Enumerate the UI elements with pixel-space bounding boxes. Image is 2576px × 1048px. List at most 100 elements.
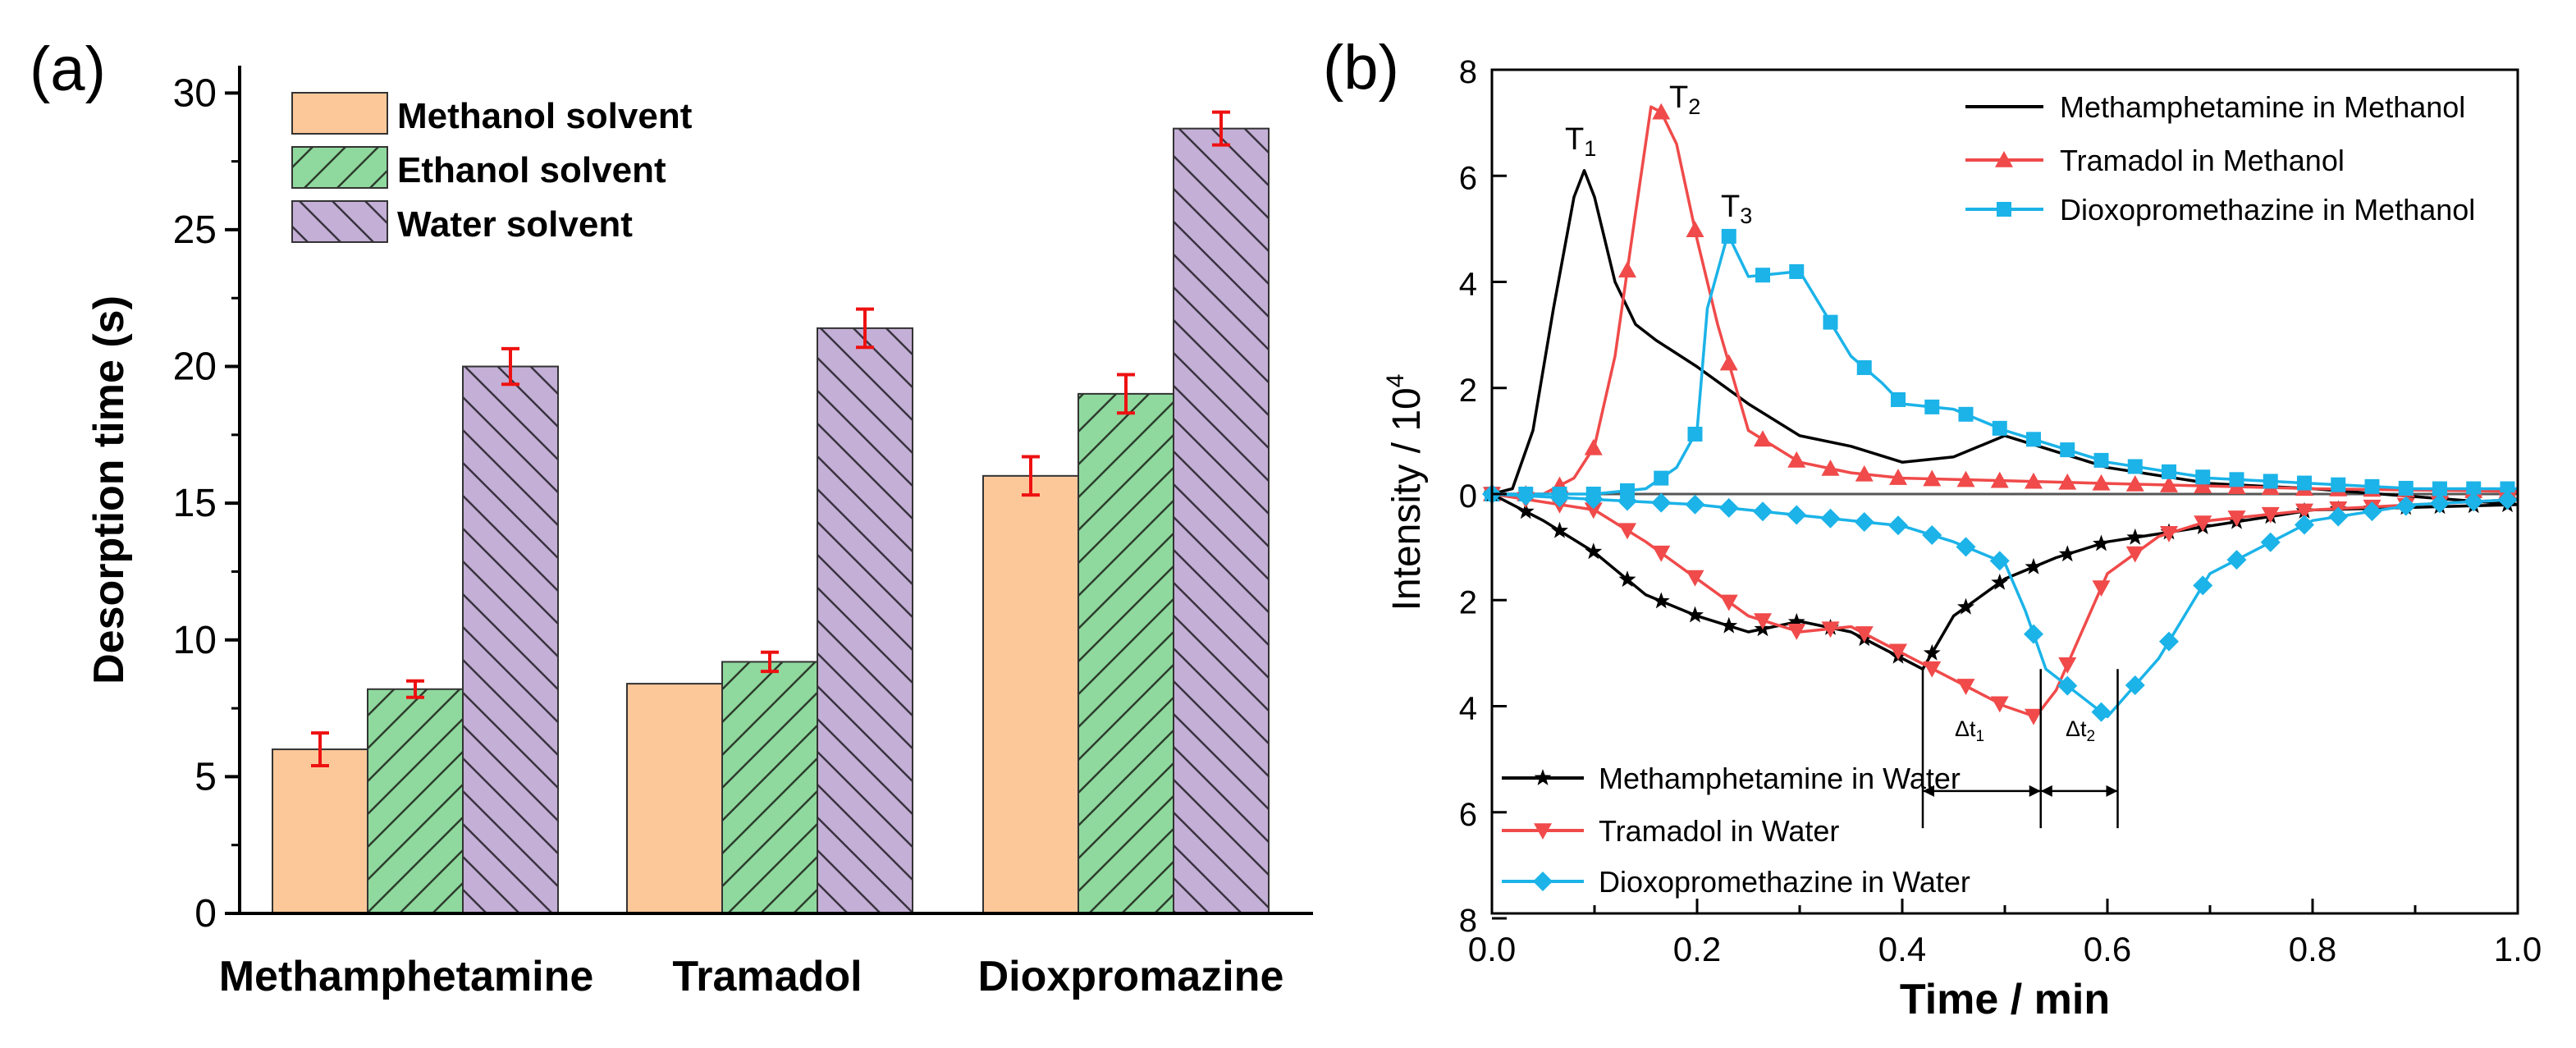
series-line (1491, 492, 2519, 719)
marker-triangle-up (1787, 451, 1806, 468)
panel-b-x-axis-title: Time / min (1900, 976, 2110, 1023)
legend-label: Dioxopromethazine in Methanol (2060, 193, 2475, 227)
x-tick-label: 0.0 (1468, 930, 1516, 968)
interval-sub: 1 (1975, 728, 1984, 745)
marker-diamond (1533, 872, 1553, 891)
bar (1173, 127, 1270, 915)
marker-diamond (1516, 486, 1536, 506)
y-tick-label: 25 (173, 208, 217, 252)
peak-sub: 2 (1688, 94, 1700, 119)
marker-triangle-up (1719, 354, 1738, 371)
marker-triangle-up (1990, 471, 2009, 488)
marker-triangle-up (1923, 469, 1942, 487)
marker-square (1755, 268, 1770, 283)
legend-label: Tramadol in Methanol (2060, 144, 2345, 177)
marker-star (1720, 616, 1738, 634)
marker-triangle-down (2092, 580, 2111, 597)
marker-star (1957, 597, 1974, 615)
marker-square (2364, 478, 2380, 494)
marker-square (2263, 474, 2278, 489)
marker-square (2162, 464, 2176, 479)
interval-arrow-right (2106, 785, 2118, 797)
y-title-main: Intensity / 10 (1385, 387, 1429, 611)
marker-square (1620, 483, 1635, 498)
peak-label-t2: T2 (1669, 80, 1700, 119)
marker-triangle-down (2160, 526, 2178, 542)
interval-arrow-right (2029, 785, 2041, 797)
y-tick-label: 8 (1459, 903, 1477, 939)
marker-diamond (1718, 497, 1739, 518)
bar (462, 365, 559, 914)
legend-label: Tramadol in Water (1599, 814, 1839, 848)
marker-square (2229, 472, 2244, 487)
y-tick-label: 15 (173, 482, 217, 525)
marker-triangle-up (1889, 469, 1907, 485)
marker-diamond (1651, 492, 1672, 513)
panel-a-y-axis-title: Desorption time (s) (85, 295, 133, 684)
marker-diamond (1787, 505, 1807, 525)
interval-main: Δt (1955, 716, 1976, 741)
peak-label-t3: T3 (1721, 190, 1752, 228)
marker-diamond (2362, 501, 2382, 522)
marker-star (1787, 612, 1805, 629)
marker-star (1534, 769, 1552, 785)
panel-b-y-axis-title: Intensity / 104 (1382, 374, 1429, 611)
marker-triangle-down (1534, 823, 1552, 840)
panel-b-label: (b) (1323, 33, 1399, 103)
y-tick-label: 2 (1459, 373, 1477, 409)
marker-diamond (1956, 537, 1976, 557)
interval-label-dt1: Δt1 (1955, 716, 1984, 745)
marker-star (2093, 534, 2110, 551)
series-line (1491, 492, 2519, 719)
marker-star (1991, 573, 2009, 590)
panel-a-y-ticks: 0 5 10 15 20 25 30 (173, 71, 240, 936)
marker-star (2058, 545, 2076, 562)
marker-triangle-down (1990, 696, 2009, 713)
panel-b-peak-labels: T1 T2 T3 (1565, 80, 1752, 228)
marker-square (1721, 228, 1736, 244)
marker-square (1992, 420, 2007, 436)
series-line (1492, 232, 2518, 496)
legend-label: Methamphetamine in Methanol (2060, 90, 2465, 124)
marker-triangle-down (1787, 624, 1806, 640)
marker-diamond (2328, 506, 2349, 527)
marker-triangle-down (1923, 661, 1942, 678)
marker-square (1891, 391, 1906, 407)
marker-triangle-down (1855, 626, 1874, 643)
marker-triangle-up (1855, 465, 1874, 482)
marker-square (2195, 469, 2211, 485)
marker-square (2500, 481, 2515, 497)
marker-triangle-down (1719, 594, 1738, 611)
panel-b-legend-marks (1502, 105, 2043, 891)
marker-triangle-down (2025, 708, 2043, 725)
panel-b-legend-water: Methamphetamine in Water Tramadol in Wat… (1599, 762, 1970, 899)
peak-main: T (1565, 122, 1584, 157)
legend-label: Dioxopromethazine in Water (1599, 865, 1970, 899)
marker-triangle-up (1618, 261, 1636, 278)
marker-diamond (2193, 575, 2213, 596)
marker-triangle-up (1821, 459, 1840, 476)
marker-triangle-down (2058, 657, 2077, 674)
interval-label-dt2: Δt2 (2066, 716, 2095, 745)
panel-a-legend: Methanol solvent Ethanol solvent Water s… (291, 92, 693, 245)
y-tick-label: 10 (173, 619, 217, 662)
interval-arrow-left (1923, 785, 1934, 797)
y-tick-label: 5 (194, 755, 217, 799)
marker-triangle-up (2092, 474, 2111, 491)
marker-square (2398, 480, 2414, 496)
marker-triangle-up (1652, 103, 1671, 120)
bar (272, 748, 368, 914)
marker-square (2297, 475, 2312, 491)
legend-swatch-ethanol (291, 146, 388, 189)
marker-triangle-down (1956, 679, 1975, 695)
y-tick-label: 2 (1459, 584, 1477, 620)
marker-triangle-down (1618, 523, 1636, 540)
y-tick-label: 6 (1459, 797, 1477, 833)
marker-star (1517, 502, 1535, 519)
marker-triangle-up (1584, 438, 1603, 455)
marker-square (1823, 314, 1838, 330)
x-tick-label: 0.6 (2084, 930, 2131, 968)
panel-b-line-chart: (b) 8 6 4 2 0 2 4 6 8 0.0 0.2 0.4 0.6 0.8 1.0 Time / … (1323, 33, 2542, 1023)
marker-diamond (1617, 491, 1637, 511)
bar (626, 683, 723, 914)
